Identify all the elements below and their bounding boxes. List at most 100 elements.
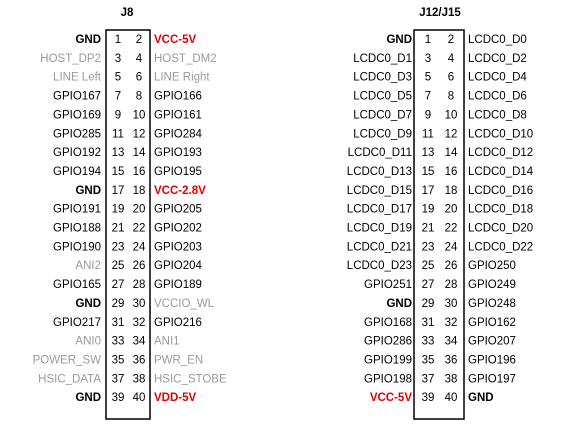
pin-number: 28: [133, 279, 146, 291]
pin-number: 13: [422, 147, 435, 159]
pin-number: 5: [425, 72, 431, 84]
pin-number: 16: [133, 166, 146, 178]
pin-label: LCDC0_D1: [353, 53, 412, 65]
pin-label: POWER_SW: [33, 354, 102, 366]
pin-number: 37: [422, 373, 435, 385]
pin-label: LCDC0_D5: [353, 91, 412, 103]
pin-label: LCDC0_D11: [348, 147, 412, 159]
pin-number: 24: [133, 241, 146, 253]
pin-number: 9: [115, 109, 121, 121]
pin-number: 34: [445, 336, 458, 348]
pin-number: 7: [425, 91, 431, 103]
pin-number: 2: [136, 34, 142, 46]
pin-number: 20: [133, 204, 146, 216]
pin-label: LCDC0_D23: [347, 260, 412, 272]
pin-label: GND: [75, 185, 101, 197]
pin-label: GPIO217: [53, 317, 101, 329]
pin-number: 23: [422, 241, 435, 253]
pin-number: 5: [115, 72, 121, 84]
pin-number: 29: [422, 298, 435, 310]
pin-number: 17: [422, 185, 435, 197]
pin-number: 18: [445, 185, 458, 197]
pin-label: GPIO168: [364, 317, 412, 329]
pin-number: 33: [112, 336, 125, 348]
connector-outline: [413, 29, 465, 420]
pin-number: 28: [445, 279, 458, 291]
pin-number: 26: [133, 260, 146, 272]
pin-label: LCDC0_D4: [468, 72, 527, 84]
pin-number: 36: [133, 354, 146, 366]
pin-label: VCC-2.8V: [154, 185, 206, 197]
pin-label: LCDC0_D18: [468, 204, 533, 216]
pin-label: LCDC0_D9: [353, 128, 412, 140]
pin-label: ANI0: [75, 336, 101, 348]
pin-number: 25: [422, 260, 435, 272]
pin-number: 27: [112, 279, 125, 291]
pin-number: 11: [422, 128, 434, 140]
pin-label: VCCIO_WL: [154, 298, 215, 310]
pin-label: GND: [386, 298, 412, 310]
pin-label: VCC-5V: [154, 34, 197, 46]
pin-number: 12: [133, 128, 146, 140]
pin-number: 15: [422, 166, 435, 178]
pin-label: GND: [468, 392, 494, 404]
pin-number: 8: [448, 91, 454, 103]
pin-number: 39: [112, 392, 125, 404]
pin-label: ANI1: [154, 336, 180, 348]
pin-label: GPIO250: [468, 260, 516, 272]
pin-label: GPIO194: [53, 166, 102, 178]
pin-label: GND: [75, 34, 101, 46]
pin-number: 33: [422, 336, 435, 348]
pin-label: LINE Left: [53, 72, 102, 84]
pin-label: GPIO285: [53, 128, 101, 140]
pin-number: 35: [112, 354, 125, 366]
pin-number: 19: [422, 204, 435, 216]
pin-number: 17: [112, 185, 125, 197]
pin-number: 14: [133, 147, 146, 159]
pin-number: 19: [112, 204, 125, 216]
pin-label: GPIO205: [154, 204, 202, 216]
pin-number: 9: [425, 109, 431, 121]
header-title: J8: [121, 7, 134, 19]
pin-label: GPIO196: [468, 354, 516, 366]
pin-number: 2: [448, 34, 454, 46]
pin-label: GPIO216: [154, 317, 202, 329]
pin-label: GPIO284: [154, 128, 203, 140]
pin-label: GPIO165: [53, 279, 101, 291]
pin-label: GPIO204: [154, 260, 203, 272]
pin-number: 1: [115, 34, 121, 46]
pin-number: 4: [136, 53, 143, 65]
pin-number: 38: [445, 373, 458, 385]
pin-number: 3: [425, 53, 431, 65]
pin-number: 11: [112, 128, 124, 140]
pin-label: VDD-5V: [154, 392, 197, 404]
connector-outline: [105, 29, 151, 420]
pin-number: 23: [112, 241, 125, 253]
pin-label: GPIO251: [364, 279, 412, 291]
pin-number: 13: [112, 147, 125, 159]
pin-number: 7: [115, 91, 121, 103]
pin-number: 18: [133, 185, 146, 197]
pin-number: 37: [112, 373, 125, 385]
pin-number: 40: [133, 392, 146, 404]
pin-label: HOST_DM2: [154, 53, 217, 65]
pin-number: 25: [112, 260, 125, 272]
pin-number: 4: [448, 53, 455, 65]
header-title: J12/J15: [419, 7, 461, 19]
pin-label: GND: [75, 298, 101, 310]
pin-label: LCDC0_D7: [353, 109, 412, 121]
pin-number: 22: [445, 223, 458, 235]
pin-label: GPIO166: [154, 91, 202, 103]
pin-number: 29: [112, 298, 125, 310]
pin-number: 30: [133, 298, 146, 310]
pin-label: GPIO198: [364, 373, 412, 385]
pin-number: 16: [445, 166, 458, 178]
pin-number: 40: [445, 392, 458, 404]
pin-label: GPIO195: [154, 166, 202, 178]
pin-label: GPIO249: [468, 279, 516, 291]
pin-number: 20: [445, 204, 458, 216]
pin-label: GPIO169: [53, 109, 101, 121]
pin-label: HOST_DP2: [40, 53, 101, 65]
pin-label: LCDC0_D21: [347, 241, 412, 253]
